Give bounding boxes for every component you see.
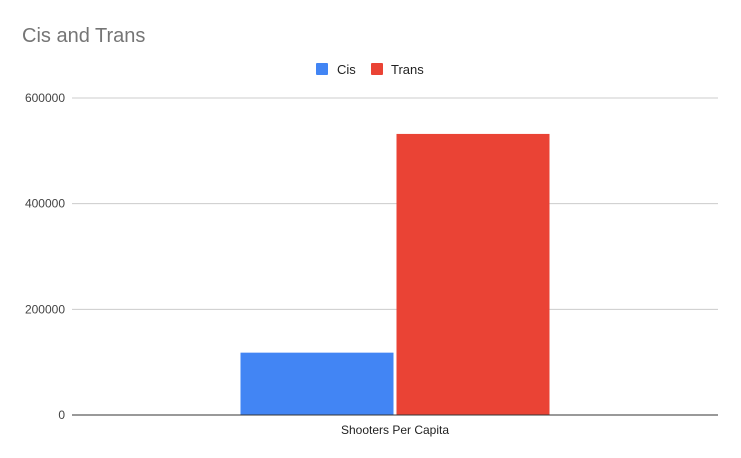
- legend: Cis Trans: [316, 62, 424, 77]
- legend-swatch-cis: [316, 63, 328, 75]
- bars: [240, 133, 550, 415]
- chart-title: Cis and Trans: [22, 25, 145, 47]
- legend-label-cis: Cis: [337, 62, 356, 77]
- y-axis-ticks: 0 200000 400000 600000: [25, 91, 65, 422]
- legend-label-trans: Trans: [391, 62, 424, 77]
- y-tick-label: 0: [58, 408, 65, 422]
- y-tick-label: 200000: [25, 302, 65, 316]
- y-tick-label: 600000: [25, 91, 65, 105]
- bar-cis: [240, 352, 394, 415]
- y-tick-label: 400000: [25, 197, 65, 211]
- legend-swatch-trans: [371, 63, 383, 75]
- bar-trans: [396, 133, 550, 415]
- x-category-label: Shooters Per Capita: [341, 423, 449, 437]
- gridlines: [72, 97, 718, 310]
